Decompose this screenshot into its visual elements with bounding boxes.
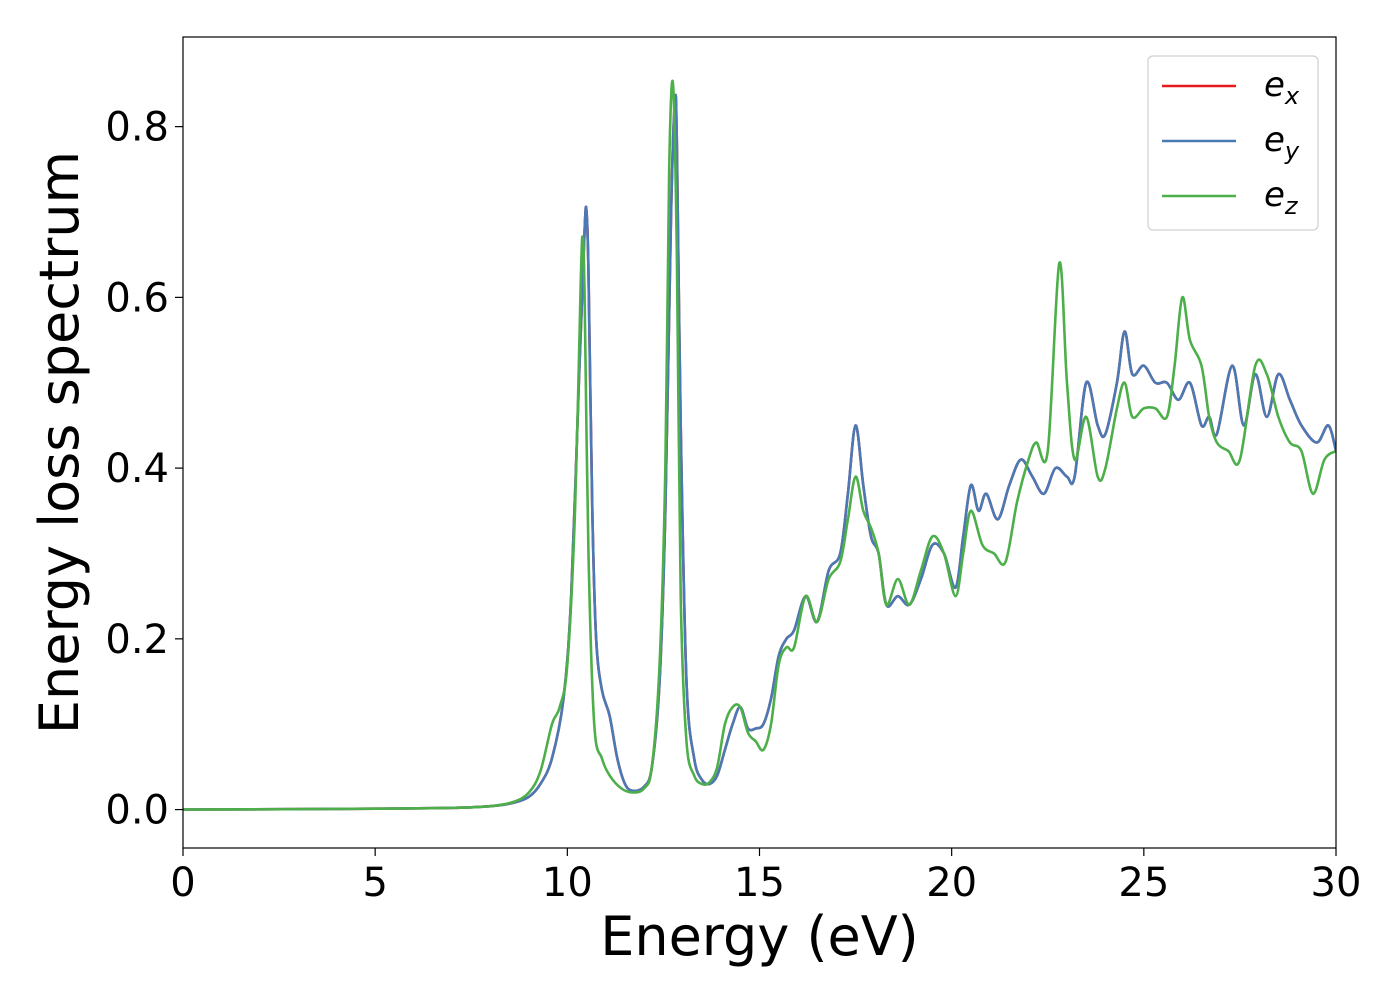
legend-label-y: ey [1264, 120, 1300, 165]
legend: ex ey ez [1147, 55, 1319, 231]
x-tick-label: 25 [1118, 860, 1169, 906]
series-layer [183, 79, 1336, 811]
legend-box [1147, 55, 1319, 231]
y-tick-label: 0.2 [105, 617, 169, 663]
y-tick-label: 0.8 [105, 105, 169, 151]
x-tick-label: 30 [1311, 860, 1362, 906]
y-axis-ticks: 0.0 0.2 0.4 0.6 0.8 [105, 105, 183, 834]
x-tick-label: 15 [734, 860, 785, 906]
x-tick-label: 0 [170, 860, 195, 906]
y-tick-label: 0.4 [105, 446, 169, 492]
legend-label-x: ex [1264, 65, 1300, 110]
x-tick-label: 10 [542, 860, 593, 906]
legend-label-z: ez [1264, 175, 1299, 220]
x-tick-label: 20 [926, 860, 977, 906]
y-axis-label: Energy loss spectrum [28, 151, 91, 734]
series-line-z [183, 79, 1336, 811]
y-tick-label: 0.6 [105, 275, 169, 321]
x-tick-label: 5 [362, 860, 387, 906]
y-tick-label: 0.0 [105, 788, 169, 834]
x-axis-label: Energy (eV) [600, 905, 919, 968]
x-axis-ticks: 0 5 10 15 20 25 30 [170, 848, 1361, 906]
